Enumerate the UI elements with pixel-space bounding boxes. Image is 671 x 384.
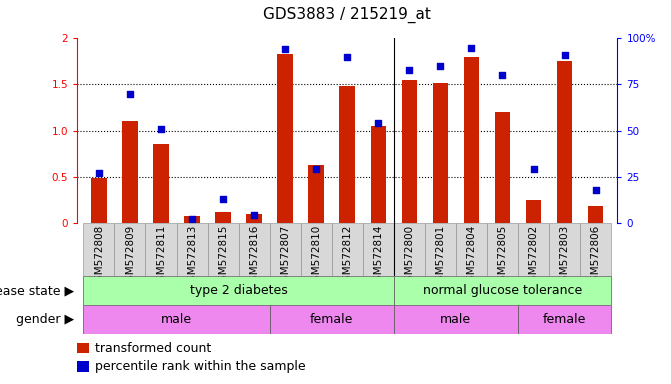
Bar	[301, 223, 331, 276]
Bar	[83, 276, 394, 305]
Bar	[185, 216, 200, 223]
Bar	[487, 223, 518, 276]
Bar	[518, 223, 549, 276]
Point	[217, 196, 228, 202]
Text: GSM572816: GSM572816	[249, 225, 259, 288]
Bar	[246, 214, 262, 223]
Text: male: male	[161, 313, 192, 326]
Text: percentile rank within the sample: percentile rank within the sample	[95, 360, 305, 373]
Text: male: male	[440, 313, 472, 326]
Bar	[77, 343, 89, 353]
Point	[342, 54, 353, 60]
Text: disease state ▶: disease state ▶	[0, 285, 74, 297]
Text: female: female	[310, 313, 354, 326]
Text: GSM572808: GSM572808	[94, 225, 104, 288]
Text: GSM572813: GSM572813	[187, 225, 197, 288]
Point	[280, 46, 291, 53]
Bar	[340, 86, 355, 223]
Bar	[401, 80, 417, 223]
Bar	[122, 121, 138, 223]
Point	[559, 52, 570, 58]
Bar	[526, 200, 541, 223]
Bar	[495, 112, 510, 223]
Bar	[83, 305, 270, 334]
Text: GSM572803: GSM572803	[560, 225, 570, 288]
Text: transformed count: transformed count	[95, 342, 211, 354]
Point	[373, 120, 384, 126]
Text: GSM572804: GSM572804	[466, 225, 476, 288]
Text: GSM572812: GSM572812	[342, 225, 352, 288]
Point	[497, 72, 508, 78]
Bar	[394, 276, 611, 305]
Bar	[277, 54, 293, 223]
Bar	[91, 179, 107, 223]
Text: female: female	[543, 313, 586, 326]
Point	[249, 212, 260, 218]
Point	[187, 216, 197, 222]
Text: GSM572815: GSM572815	[218, 225, 228, 288]
Text: GSM572806: GSM572806	[590, 225, 601, 288]
Bar	[207, 223, 239, 276]
Bar	[394, 223, 425, 276]
Text: GSM572810: GSM572810	[311, 225, 321, 288]
Bar	[518, 305, 611, 334]
Point	[125, 91, 136, 97]
Text: GSM572800: GSM572800	[405, 225, 414, 288]
Text: GSM572811: GSM572811	[156, 225, 166, 288]
Bar	[363, 223, 394, 276]
Bar	[77, 361, 89, 372]
Text: type 2 diabetes: type 2 diabetes	[190, 285, 287, 297]
Bar	[557, 61, 572, 223]
Text: gender ▶: gender ▶	[15, 313, 74, 326]
Point	[590, 187, 601, 193]
Text: GSM572805: GSM572805	[497, 225, 507, 288]
Bar	[83, 223, 115, 276]
Point	[93, 170, 104, 176]
Bar	[270, 305, 394, 334]
Text: GSM572802: GSM572802	[529, 225, 539, 288]
Point	[311, 166, 321, 172]
Text: GSM572814: GSM572814	[373, 225, 383, 288]
Bar	[115, 223, 146, 276]
Text: GSM572809: GSM572809	[125, 225, 135, 288]
Text: GSM572807: GSM572807	[280, 225, 290, 288]
Bar	[309, 165, 324, 223]
Point	[466, 45, 477, 51]
Bar	[239, 223, 270, 276]
Bar	[331, 223, 363, 276]
Point	[404, 67, 415, 73]
Bar	[215, 212, 231, 223]
Bar	[146, 223, 176, 276]
Point	[528, 166, 539, 172]
Bar	[433, 83, 448, 223]
Text: GDS3883 / 215219_at: GDS3883 / 215219_at	[263, 7, 431, 23]
Text: GSM572801: GSM572801	[435, 225, 446, 288]
Bar	[370, 126, 386, 223]
Point	[156, 126, 166, 132]
Bar	[153, 144, 168, 223]
Bar	[580, 223, 611, 276]
Bar	[270, 223, 301, 276]
Bar	[588, 206, 603, 223]
Bar	[464, 57, 479, 223]
Text: normal glucose tolerance: normal glucose tolerance	[423, 285, 582, 297]
Bar	[425, 223, 456, 276]
Bar	[176, 223, 207, 276]
Bar	[394, 305, 518, 334]
Bar	[456, 223, 487, 276]
Point	[435, 63, 446, 69]
Bar	[549, 223, 580, 276]
